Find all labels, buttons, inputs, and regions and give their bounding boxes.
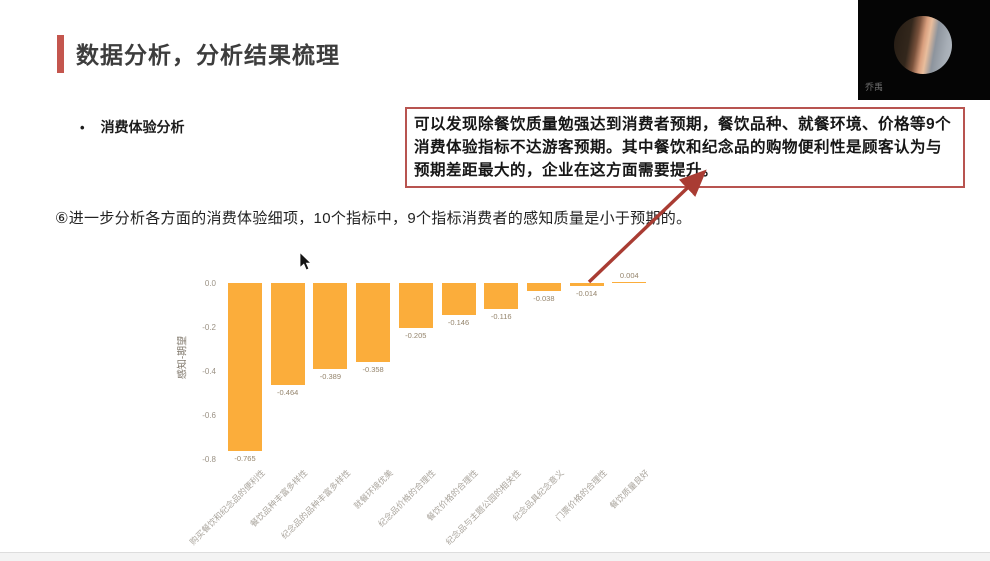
bar: [484, 283, 519, 309]
bullet-label: 消费体验分析: [100, 119, 185, 135]
page-title: 数据分析，分析结果梳理: [76, 42, 340, 68]
bar: [228, 283, 262, 452]
bar-value-label: -0.146: [447, 318, 470, 328]
bullet-item: • 消费体验分析: [80, 117, 185, 137]
bar: [313, 283, 348, 369]
title-accent-bar: [57, 35, 64, 73]
bar-value-label: 0.004: [619, 270, 639, 280]
bar-value-label: -0.014: [575, 289, 598, 299]
x-tick-label: 餐饮质量良好: [607, 467, 652, 511]
bar: [569, 283, 604, 287]
participant-avatar: [894, 16, 952, 74]
bar: [270, 283, 305, 386]
bar-value-label: -0.765: [234, 454, 256, 464]
y-tick-label: -0.8: [202, 455, 216, 464]
x-tick-label: 购买餐饮和纪念品的便利性: [187, 467, 267, 547]
x-tick-label: 纪念品与主题公园的相关性: [443, 467, 523, 547]
y-tick-label: 0.0: [204, 279, 216, 288]
bullet-dot-icon: •: [80, 120, 85, 135]
annotation-arrow: [587, 169, 707, 284]
participant-name: 乔禹: [865, 82, 884, 92]
bar: [526, 283, 561, 292]
y-tick-label: -0.2: [202, 323, 216, 332]
bar-value-label: -0.389: [319, 371, 342, 381]
y-axis-title: 感知-期望: [177, 335, 189, 380]
body-text: ⑥进一步分析各方面的消费体验细项，10个指标中，9个指标消费者的感知质量是小于预…: [55, 210, 692, 227]
bar-value-label: -0.116: [490, 311, 512, 321]
bar: [612, 281, 647, 283]
bar-chart: 感知-期望 0.0 -0.2 -0.4 -0.6 -0.8 -0.765 购买餐饮和纪念品的…: [160, 250, 740, 555]
bottom-strip: [0, 552, 990, 561]
mouse-cursor: [299, 252, 312, 271]
y-tick-label: -0.4: [202, 367, 216, 376]
bar-value-label: -0.464: [277, 388, 299, 398]
annotation-callout-text: 可以发现除餐饮质量勉强达到消费者预期，餐饮品种、就餐环境、价格等9个消费体验指标…: [414, 116, 952, 179]
bar-value-label: -0.038: [533, 294, 555, 304]
bar: [356, 283, 391, 362]
y-tick-label: -0.6: [202, 411, 216, 420]
bar-value-label: -0.205: [405, 331, 427, 341]
bar-value-label: -0.358: [362, 364, 384, 374]
bar: [398, 283, 433, 329]
webcam-panel[interactable]: 乔禹: [858, 0, 990, 100]
bar: [441, 283, 476, 316]
x-tick-label: 就餐环境优美: [351, 467, 395, 511]
